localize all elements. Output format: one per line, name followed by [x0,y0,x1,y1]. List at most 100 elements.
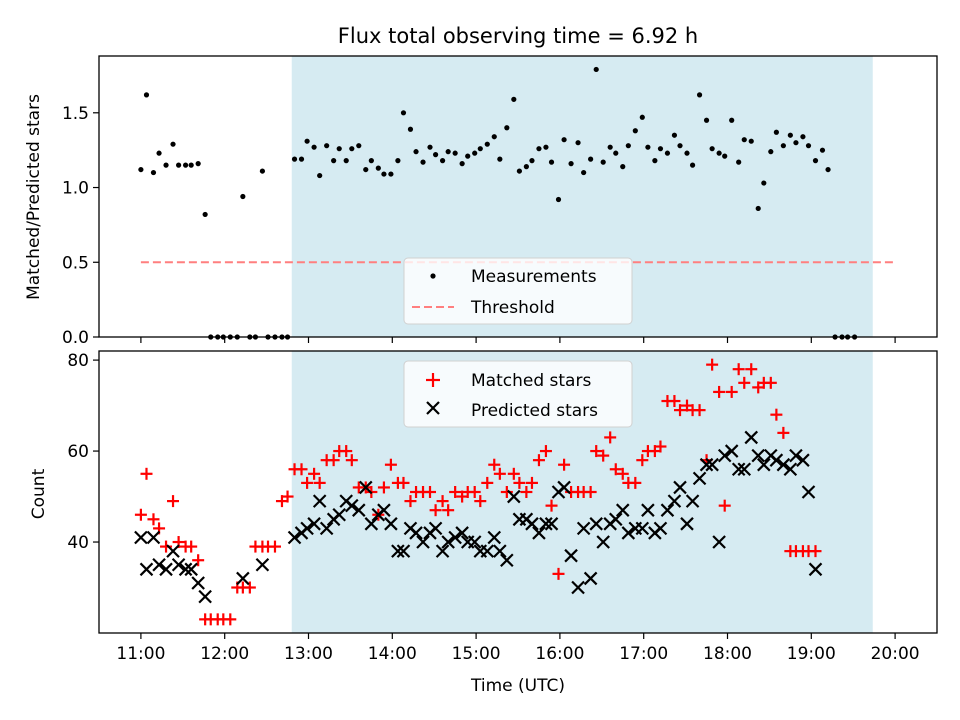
predicted-point [667,494,682,508]
predicted-point [641,503,655,517]
predicted-point [428,521,443,536]
measurement-point [768,149,774,155]
measurement-point [780,143,786,149]
measurement-point [465,153,471,159]
predicted-point [769,453,784,467]
predicted-point [808,562,823,577]
predicted-point [692,471,707,486]
predicted-point [396,544,411,558]
measurement-point [632,128,638,134]
legend-predicted-swatch [426,401,440,415]
y-tick-label: 80 [67,351,89,371]
measurement-point [736,159,742,165]
measurement-point [800,134,806,140]
y-tick-label: 0.0 [62,328,89,348]
measurement-point [805,143,812,149]
matched-point [539,445,552,458]
matched-point [718,499,731,512]
measurement-point [311,144,317,150]
measurement-point [343,158,349,164]
legend-top-frame [403,257,633,325]
measurement-point [491,134,497,140]
predicted-point [705,457,719,472]
x-axis-label: Time (UTC) [470,676,565,696]
predicted-point [751,448,766,463]
measurement-point [696,92,703,98]
predicted-point [583,571,598,586]
matched-point [777,426,790,439]
predicted-point [300,521,314,536]
predicted-point [319,521,334,536]
measurement-point [529,158,535,164]
measurement-point [202,211,208,218]
count-panel: 40 60 80 11:00 12:00 13:00 14:00 15:00 16:00 17:0… [29,350,938,696]
legend-predicted-label: Predicted stars [471,401,598,421]
measurement-point [349,146,355,152]
measurement-point [356,143,362,149]
predicted-point [525,517,539,531]
x-tick-label: 17:00 [619,644,668,664]
matched-point [493,467,506,480]
measurement-point [652,158,658,164]
matched-point [442,504,455,517]
predicted-point [352,503,366,517]
y-axis-label-count: Count [29,468,49,519]
measurement-point [511,96,517,102]
predicted-point [557,480,571,495]
predicted-point [493,544,507,558]
matched-point [770,408,783,421]
matched-point [134,508,147,521]
predicted-point [391,544,405,558]
measurement-point [188,162,194,168]
matched-point [424,486,437,498]
matched-point [488,458,501,471]
predicted-point [789,448,803,463]
matched-point [552,567,565,580]
predicted-point [621,526,636,540]
measurement-point [523,164,529,170]
measurement-point [427,144,433,150]
measurement-point [395,158,401,164]
predicted-point [134,530,148,545]
measurement-point [741,137,747,143]
measurement-point [156,150,162,156]
predicted-point [166,544,180,558]
matched-point [468,486,481,498]
matched-point [668,395,681,408]
count-marks [134,358,823,626]
matched-point [313,476,326,489]
x-tick-label: 19:00 [787,644,836,664]
measurement-point [748,138,754,144]
measurement-point [755,205,761,212]
measurement-point [722,153,728,159]
predicted-point [152,557,166,572]
measurement-point [677,143,683,149]
measurement-point [625,143,631,149]
measurement-point [298,156,305,162]
plot-frame [98,55,938,338]
matched-point [520,486,533,498]
matched-point [224,613,237,626]
predicted-point [532,526,546,540]
measurement-point [324,143,330,149]
matched-point [764,376,777,389]
measurement-point [439,158,446,164]
x-tick-label: 12:00 [200,644,249,664]
legend-measurements-label: Measurements [471,267,597,287]
measurement-point [825,166,831,173]
measurement-point [363,166,369,173]
x-tick-label: 14:00 [368,644,417,664]
measurement-point [195,161,201,167]
predicted-point [757,457,771,472]
matched-point [616,467,629,480]
matched-point [745,363,758,376]
measurement-point [568,161,574,167]
ratio-panel: 0.0 0.5 1.0 1.5 Matched/Predicted stars Mea… [24,55,938,348]
legend-threshold-label: Threshold [470,298,555,318]
predicted-point [685,494,700,508]
predicted-point [139,562,154,577]
matched-point [281,490,294,503]
matched-point [809,545,822,558]
measurement-point [620,164,626,170]
